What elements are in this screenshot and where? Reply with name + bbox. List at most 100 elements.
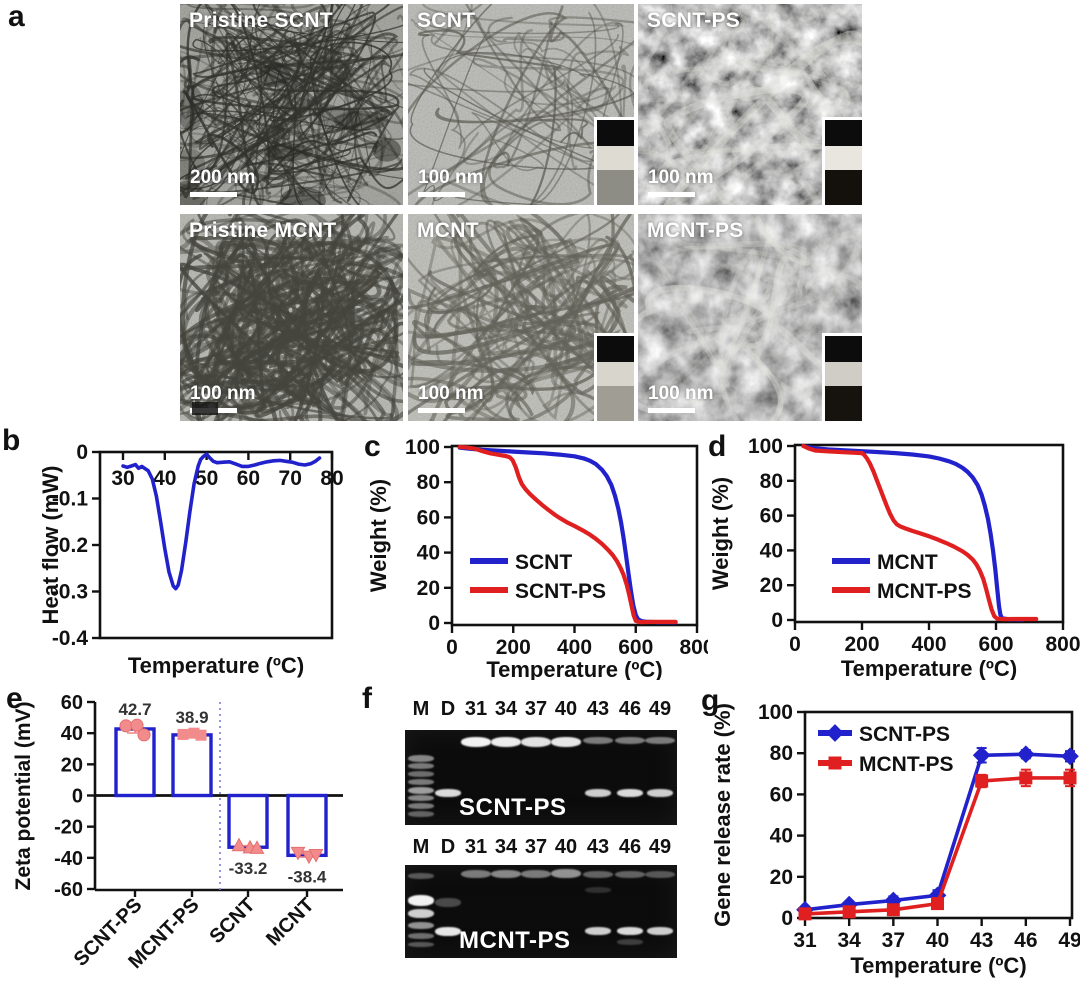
nanotube-strand <box>203 240 403 383</box>
lane-label: 49 <box>648 698 672 720</box>
y-tick-label: -0.2 <box>52 534 88 557</box>
scale-bar-line <box>418 408 465 413</box>
nanotube-strand <box>408 61 610 197</box>
nanotube-strand <box>638 219 737 408</box>
nanotube-strand <box>212 214 342 407</box>
nanotube-strand <box>421 4 626 165</box>
lane-label: 40 <box>554 698 578 720</box>
gel-image: SCNT-PS <box>405 730 677 825</box>
tem-image-scnt: SCNT 100 nm <box>408 4 634 205</box>
dark-cluster <box>333 110 389 131</box>
vial-liquid <box>825 386 862 421</box>
nanotube-strand <box>638 228 862 400</box>
vial-body <box>825 146 862 170</box>
y-axis-label: Weight (%) <box>366 479 391 592</box>
nanotube-strand <box>180 54 387 180</box>
scale-bar-line <box>648 192 695 197</box>
dark-cluster <box>258 63 291 87</box>
marker-diamond <box>972 746 991 765</box>
gel-band <box>647 927 673 936</box>
gel-band <box>521 737 551 748</box>
tem-texture <box>408 214 634 421</box>
nanotube-strand <box>513 4 634 148</box>
panel-label-b: b <box>2 424 21 457</box>
marker-diamond <box>1061 747 1079 766</box>
lane-label: 49 <box>648 836 672 858</box>
marker-triangle-down <box>308 849 324 863</box>
nanotube-strand <box>180 4 358 190</box>
nanotube-strand <box>213 22 353 205</box>
tem-label: MCNT <box>417 219 479 242</box>
tem-image-pristine-mcnt: Pristine MCNT 100 nm <box>180 214 403 421</box>
gel-band <box>645 736 675 744</box>
lane-label: 43 <box>586 836 610 858</box>
gel-band <box>617 927 643 936</box>
vial-body <box>825 362 862 386</box>
dsc-heatflow-chart: 30 40 50 60 70 80 0 -0.1 -0.2 -0.3 -0.4 Temperature… <box>38 441 344 678</box>
nanotube-strand <box>192 50 403 200</box>
gel-band <box>551 868 581 878</box>
sample-vial-inset <box>822 117 862 205</box>
nanotube-strand <box>180 236 340 412</box>
gel-band <box>408 921 434 929</box>
gel-band <box>585 927 611 936</box>
x-tick-label: 800 <box>1045 633 1080 656</box>
embedded-scale-chip <box>192 402 218 415</box>
y-axis-label: Gene release rate (%) <box>710 703 735 927</box>
marker-circle <box>130 718 144 732</box>
gel-band <box>647 788 673 797</box>
scale-bar: 100 nm <box>418 383 483 413</box>
y-tick-label: 40 <box>760 539 783 562</box>
nanotube-strand <box>508 214 599 326</box>
scale-bar-text: 200 nm <box>190 167 256 188</box>
marker-square <box>188 727 200 739</box>
y-tick-label: 80 <box>770 742 793 765</box>
gel-band <box>408 803 434 809</box>
series-SCNT <box>457 445 678 625</box>
marker-diamond <box>826 724 844 742</box>
scale-bar: 100 nm <box>648 383 713 413</box>
y-tick-label: -60 <box>54 879 83 901</box>
panel-label-c: c <box>364 430 381 463</box>
marker-triangle-up <box>249 840 265 854</box>
nanotube-strand <box>263 4 351 189</box>
nanotube-strand <box>488 39 634 205</box>
nanotube-strand <box>230 4 364 101</box>
marker-circle <box>119 719 133 733</box>
nanotube-strand <box>233 32 403 186</box>
gel-mcnt-ps: M D 31 34 37 40 43 46 49 MCNT-PS <box>405 836 677 958</box>
nanotube-strand <box>408 237 620 421</box>
marker-square <box>1063 771 1077 785</box>
scale-bar-text: 100 nm <box>418 167 484 188</box>
gel-band <box>645 870 675 878</box>
bar-value-label: -38.4 <box>288 868 327 887</box>
y-tick-label: -40 <box>54 848 83 870</box>
nanotube-strand <box>408 214 622 421</box>
lane-label: M <box>412 836 430 858</box>
nanotube-strand <box>408 12 568 205</box>
gel-band <box>408 787 434 795</box>
gel-band <box>521 870 551 879</box>
nanotube-strand <box>455 45 630 205</box>
gel-band <box>583 870 613 878</box>
x-tick-label: 50 <box>195 467 218 490</box>
y-tick-label: 0 <box>72 786 83 808</box>
scale-bar: 200 nm <box>190 167 255 197</box>
nanotube-strand <box>200 256 403 352</box>
legend-label: MCNT-PS <box>877 580 972 603</box>
legend-label: SCNT-PS <box>859 723 950 746</box>
nanotube-strand <box>180 19 394 115</box>
x-tick-label: 43 <box>970 929 993 952</box>
lane-labels: M D 31 34 37 40 43 46 49 <box>405 698 677 722</box>
nanotube-strand <box>180 262 340 421</box>
nanotube-strand <box>199 67 357 205</box>
nanotube-strand <box>422 31 554 205</box>
gel-band <box>435 897 461 907</box>
nanotube-strand <box>268 142 403 189</box>
gel-band <box>408 908 434 918</box>
nanotube-strand <box>723 214 787 371</box>
sample-vial-inset <box>594 333 634 421</box>
lane-label: 37 <box>524 836 548 858</box>
nanotube-strand <box>408 67 591 205</box>
